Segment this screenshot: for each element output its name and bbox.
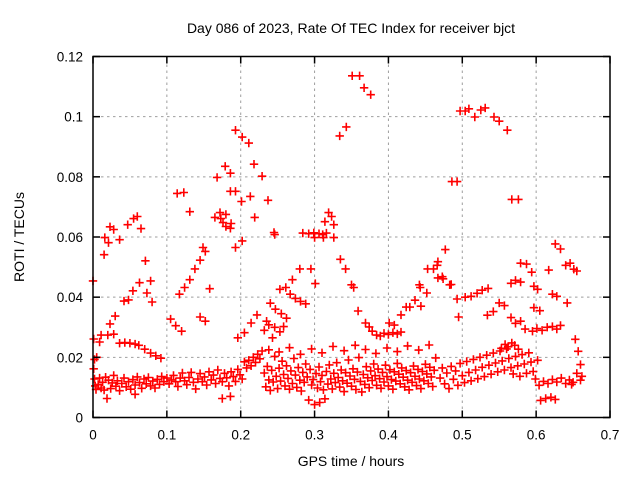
plot-border bbox=[92, 55, 611, 419]
x-tick-label: 0.7 bbox=[601, 428, 620, 443]
y-tick-label: 0.02 bbox=[57, 350, 83, 365]
data-points bbox=[88, 71, 587, 409]
x-tick-label: 0 bbox=[89, 428, 97, 443]
x-tick-label: 0.5 bbox=[453, 428, 472, 443]
y-tick-label: 0.12 bbox=[57, 50, 83, 65]
x-axis-label: GPS time / hours bbox=[298, 453, 405, 469]
x-tick-label: 0.2 bbox=[231, 428, 250, 443]
x-tick-label: 0.6 bbox=[527, 428, 546, 443]
x-tick-label: 0.3 bbox=[305, 428, 324, 443]
y-tick-label: 0 bbox=[75, 411, 83, 426]
y-tick-label: 0.08 bbox=[57, 170, 83, 185]
y-axis-label: ROTI / TECUs bbox=[11, 192, 27, 282]
x-tick-label: 0.1 bbox=[157, 428, 176, 443]
chart-title: Day 086 of 2023, Rate Of TEC Index for r… bbox=[187, 20, 515, 36]
y-tick-label: 0.04 bbox=[57, 290, 84, 305]
y-tick-label: 0.1 bbox=[64, 110, 83, 125]
x-tick-label: 0.4 bbox=[379, 428, 398, 443]
y-tick-label: 0.06 bbox=[57, 230, 83, 245]
